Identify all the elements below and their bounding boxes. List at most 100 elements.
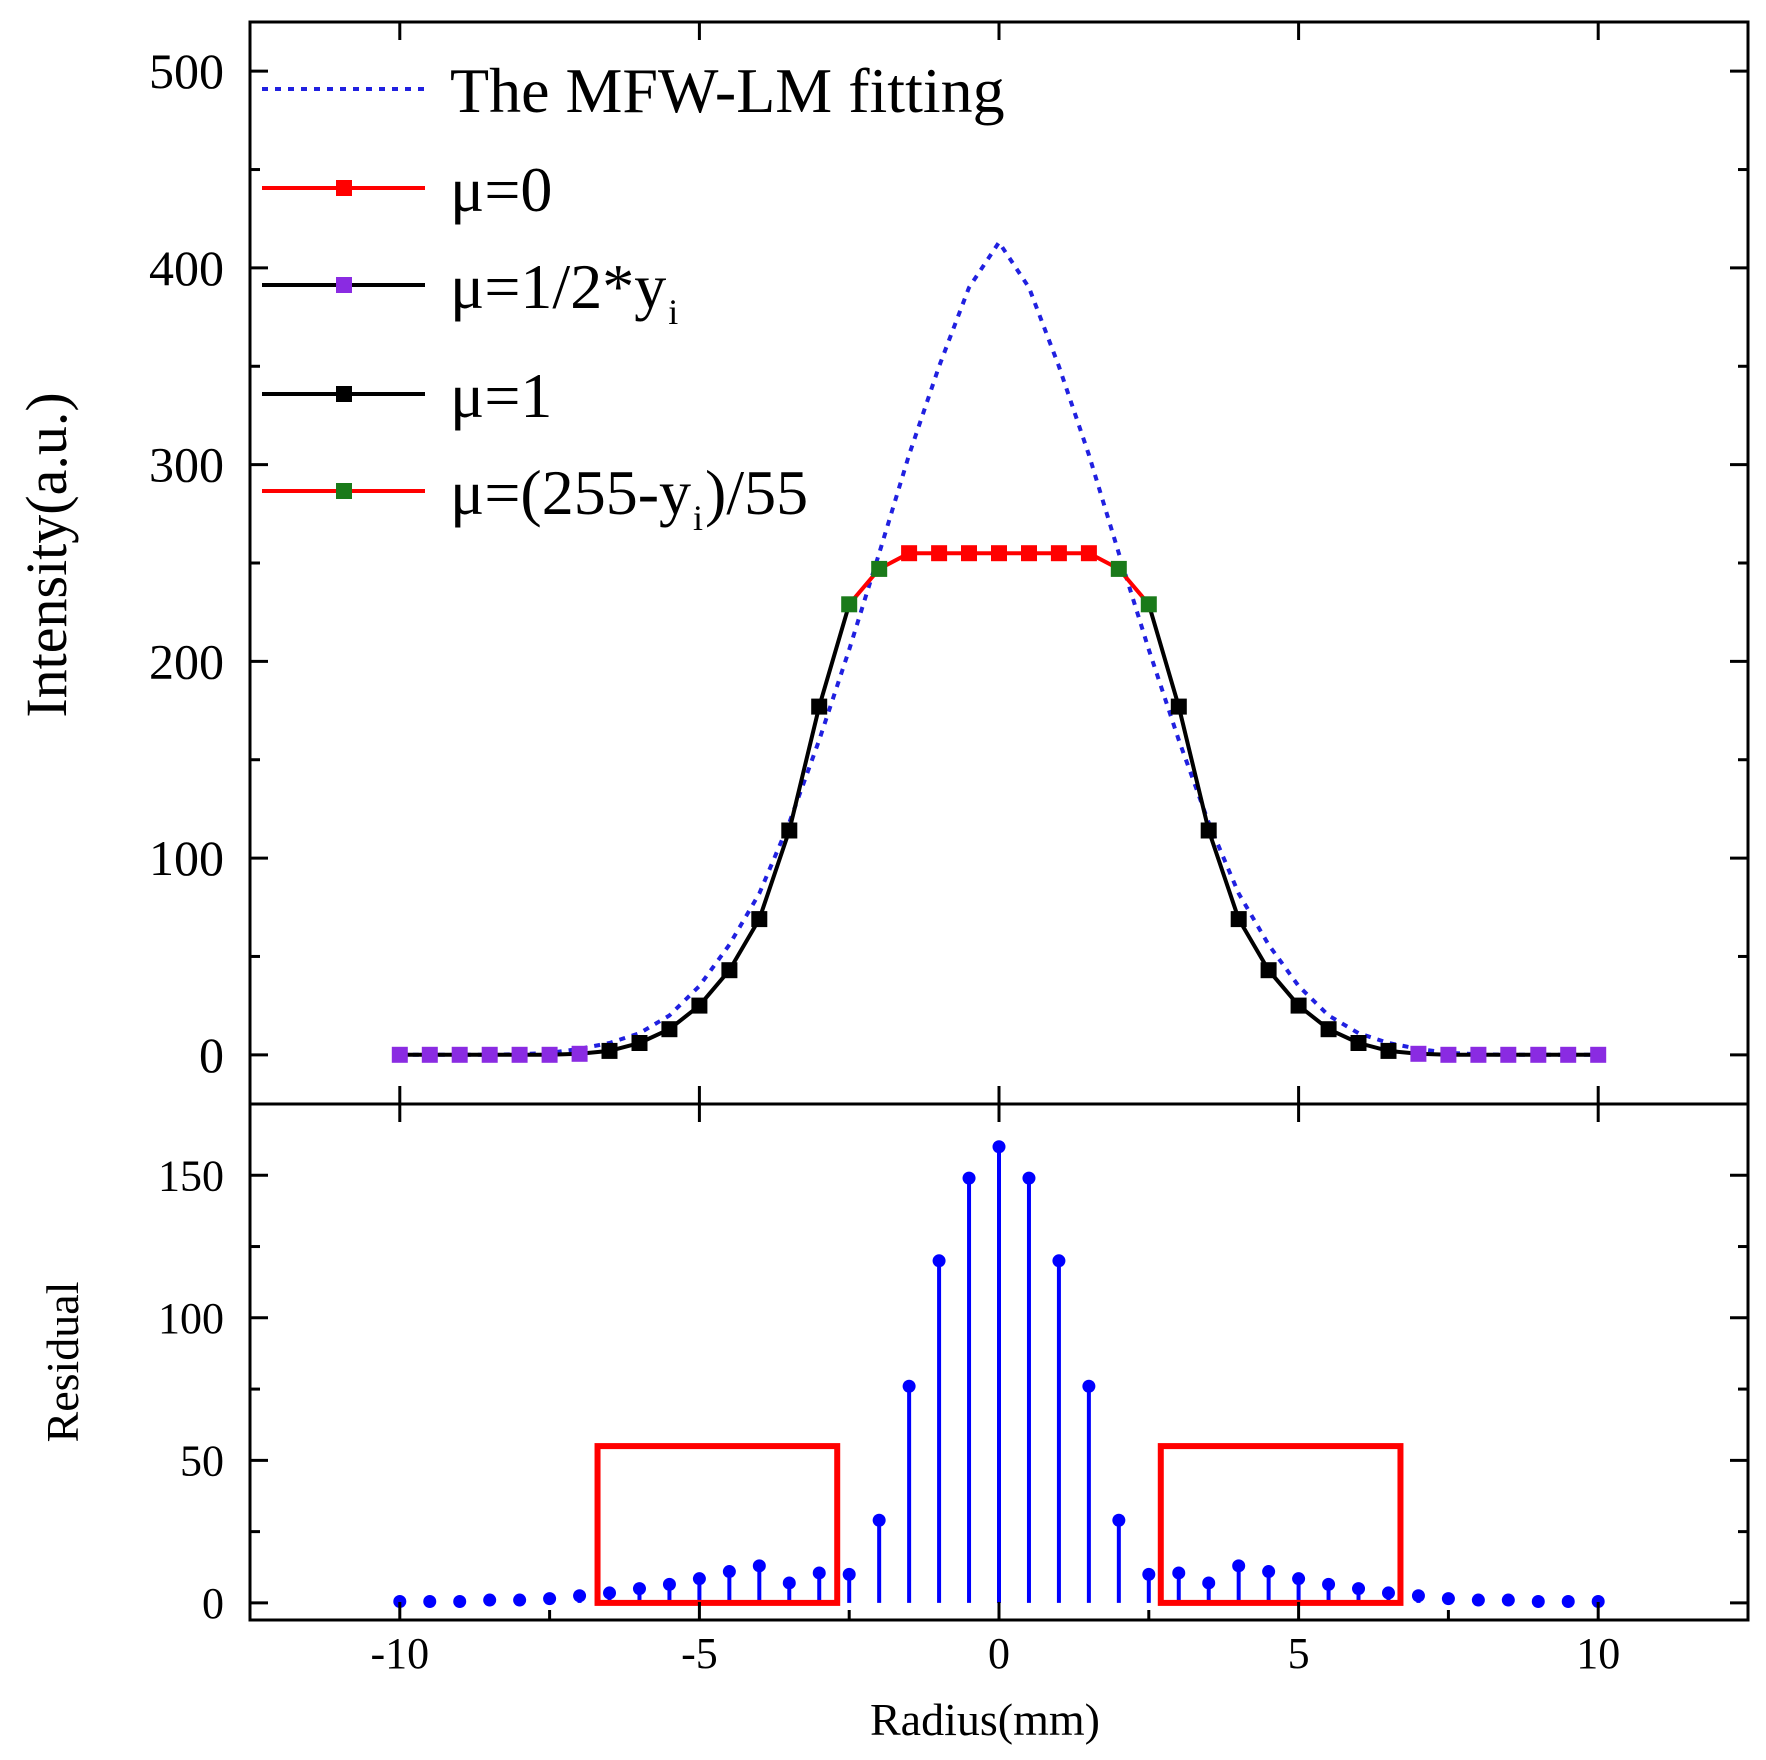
legend-entry-mu-255: μ=(255-yi)/55 <box>262 457 808 538</box>
residual-point <box>812 1566 826 1580</box>
residual-point <box>932 1254 946 1268</box>
series-0-marker <box>991 545 1007 562</box>
legend-mu-255-label: μ=(255-yi)/55 <box>450 457 808 538</box>
residual-point <box>1591 1594 1605 1608</box>
legend-entry-mu0: μ=0 <box>262 154 552 225</box>
series-1-marker <box>1590 1046 1607 1063</box>
series-2-marker <box>691 997 708 1014</box>
bottom-y-tick-label: 0 <box>202 1579 224 1628</box>
residual-point <box>603 1586 617 1600</box>
series-2-marker <box>1380 1042 1397 1059</box>
legend-mu1-marker <box>336 386 352 402</box>
residual-point <box>1232 1559 1246 1573</box>
series-2-marker <box>751 911 768 928</box>
series-0-marker <box>901 545 918 562</box>
legend-entry-mu-half-yi: μ=1/2*yi <box>262 251 678 332</box>
series-0-marker <box>1080 545 1097 562</box>
residual-point <box>662 1577 676 1591</box>
series-1-marker <box>1500 1046 1517 1063</box>
top-panel: 0 100 200 300 400 500 Intensity(a.u.) The MFW… <box>14 20 1750 1106</box>
residual-point <box>1352 1582 1366 1596</box>
bottom-plot-marks <box>393 1140 1605 1608</box>
bottom-x-tick-label: 10 <box>1576 1629 1620 1678</box>
series-1-marker <box>1440 1046 1457 1063</box>
residual-point <box>1082 1379 1096 1393</box>
series-1-marker <box>1530 1046 1547 1063</box>
residual-point <box>1322 1577 1336 1591</box>
series-2-marker <box>1200 822 1217 839</box>
bottom-y-tick-label: 150 <box>158 1151 224 1200</box>
highlight-box-left <box>594 1443 841 1606</box>
series-2-marker <box>1230 911 1247 928</box>
series-1-marker <box>1470 1046 1487 1063</box>
residual-point <box>1501 1593 1515 1607</box>
series-0-marker <box>961 545 977 562</box>
legend-mu-255-marker <box>336 483 352 499</box>
top-y-axis-title: Intensity(a.u.) <box>14 392 79 717</box>
residual-point <box>1471 1593 1485 1607</box>
bottom-y-axis-title: Residual <box>37 1282 88 1443</box>
legend-mu0-label: μ=0 <box>450 154 552 225</box>
top-y-tick-label: 0 <box>199 1027 224 1083</box>
residual-point <box>1411 1589 1425 1603</box>
residual-point <box>1172 1566 1186 1580</box>
residual-point <box>513 1593 527 1607</box>
top-y-tick-label: 400 <box>149 240 224 296</box>
legend-mu-half-yi-marker <box>336 277 352 293</box>
series-1-marker <box>451 1046 468 1063</box>
top-axis-ticks: 0 100 200 300 400 500 <box>149 22 1748 1104</box>
residual-point <box>692 1572 706 1586</box>
residual-point <box>1262 1565 1276 1579</box>
top-y-tick-label: 100 <box>149 830 224 886</box>
series-2-marker <box>781 822 798 839</box>
top-y-tick-label: 200 <box>149 633 224 689</box>
residual-point <box>1022 1171 1036 1185</box>
top-y-tick-label: 500 <box>149 43 224 99</box>
top-plot-marks <box>391 240 1607 1063</box>
series-0-marker <box>1050 545 1067 562</box>
legend-mu0-marker <box>336 180 352 196</box>
legend-entry-fit: The MFW-LM fitting <box>262 55 1005 126</box>
residual-point <box>782 1576 796 1590</box>
series-1-marker <box>421 1046 438 1063</box>
series-2-marker <box>601 1042 618 1059</box>
residual-point <box>1381 1586 1395 1600</box>
residual-point <box>992 1140 1006 1154</box>
series-2-marker <box>661 1021 678 1038</box>
residual-point <box>1531 1594 1545 1608</box>
residual-point <box>543 1592 557 1606</box>
series-1-marker <box>1560 1046 1577 1063</box>
residual-point <box>962 1171 976 1185</box>
series-2-marker <box>1170 698 1187 715</box>
fit-curve <box>399 240 1599 1057</box>
bottom-x-tick-label: 5 <box>1288 1629 1310 1678</box>
series-2-marker <box>631 1035 648 1051</box>
bottom-x-tick-label: 0 <box>988 1629 1010 1678</box>
series-2-marker <box>1290 997 1307 1014</box>
series-3-marker <box>1140 596 1157 613</box>
bottom-x-tick-label: -10 <box>370 1629 429 1678</box>
residual-point <box>1052 1254 1066 1268</box>
bottom-y-tick-label: 50 <box>180 1436 224 1485</box>
series-0-marker <box>931 545 948 562</box>
residual-point <box>872 1513 886 1527</box>
residual-point <box>573 1589 587 1603</box>
residual-point <box>1112 1513 1126 1527</box>
series-3-marker <box>871 560 888 577</box>
bottom-x-axis-title: Radius(mm) <box>870 1694 1100 1745</box>
residual-point <box>393 1594 407 1608</box>
series-line-2 <box>1146 603 1599 1057</box>
series-1-marker <box>1410 1045 1427 1062</box>
series-3-marker <box>841 596 858 613</box>
residual-point <box>423 1594 437 1608</box>
residual-point <box>632 1582 646 1596</box>
residual-point <box>483 1593 497 1607</box>
series-2-marker <box>811 698 828 715</box>
bottom-y-tick-label: 100 <box>158 1294 224 1343</box>
residual-point <box>1142 1567 1156 1581</box>
series-2-marker <box>1320 1021 1337 1038</box>
legend-mu1-label: μ=1 <box>450 360 552 431</box>
legend: The MFW-LM fitting μ=0 μ=1/2*yi μ=1 μ=(2 <box>262 55 1005 538</box>
highlight-box-right <box>1157 1443 1404 1606</box>
residual-point <box>1292 1572 1306 1586</box>
